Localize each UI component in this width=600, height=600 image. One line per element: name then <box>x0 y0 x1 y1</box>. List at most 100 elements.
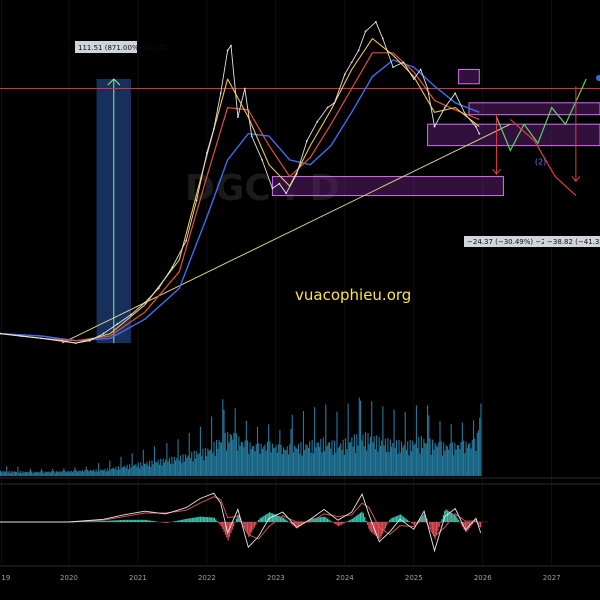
volume-bar <box>26 471 28 476</box>
volume-bar <box>142 449 144 476</box>
volume-bar <box>351 437 353 476</box>
price-point <box>230 44 232 47</box>
oscillator-bar <box>115 520 118 522</box>
volume-bar <box>198 453 200 476</box>
drop-labels: −24.37 (−30.49%) −2,437 −38.82 (−41.32%)… <box>464 236 600 247</box>
oscillator-bar <box>222 522 224 530</box>
watermark-text: vuacophieu.org <box>295 286 411 304</box>
drop-label-1-bg <box>464 236 570 247</box>
oscillator-bar <box>183 519 185 522</box>
price-point <box>412 78 415 80</box>
support-trendline <box>61 123 511 344</box>
volume-bar <box>314 407 316 476</box>
volume-bar <box>126 464 128 476</box>
edge-marker[interactable] <box>596 75 600 81</box>
volume-bar <box>148 460 151 476</box>
volume-bar <box>137 462 139 476</box>
volume-bar <box>218 440 220 476</box>
price-point <box>157 287 160 290</box>
oscillator-bar <box>357 514 359 522</box>
oscillator-bar <box>252 522 254 530</box>
volume-bar <box>19 471 21 476</box>
volume-bar <box>341 449 343 476</box>
volume-bar <box>425 443 427 476</box>
volume-bar <box>284 449 286 476</box>
oscillator-bar <box>353 517 355 522</box>
oscillator-bar <box>273 513 275 522</box>
oscillator-bar <box>274 514 276 522</box>
oscillator-bar <box>408 520 410 522</box>
volume-bar <box>361 440 363 476</box>
oscillator-bar <box>366 522 369 525</box>
volume-bar <box>42 471 44 476</box>
oscillator-bar <box>280 516 282 522</box>
volume-bar <box>68 471 70 476</box>
oscillator-bar <box>187 518 189 522</box>
price-point <box>195 199 198 202</box>
volume-bar <box>191 451 193 476</box>
volume-bar <box>275 445 277 476</box>
oscillator-bar <box>231 522 233 530</box>
volume-bar <box>242 442 244 476</box>
volume-bar <box>168 457 170 476</box>
price-point <box>61 339 63 342</box>
oscillator-bar <box>198 516 200 522</box>
volume-bar <box>443 442 445 476</box>
oscillator-bar <box>264 514 267 522</box>
oscillator-bar <box>384 522 387 529</box>
volume-bar <box>445 445 447 476</box>
oscillator-bar <box>271 513 273 522</box>
oscillator-bar <box>464 522 467 532</box>
measure-label-text: 111.51 (871.00%) 11,151 <box>78 44 168 52</box>
volume-bar <box>271 443 273 476</box>
oscillator-bar <box>388 520 391 522</box>
oscillator-bar <box>137 519 140 522</box>
volume-bar <box>468 444 470 476</box>
oscillator-bar <box>111 520 113 522</box>
price-point <box>116 323 119 325</box>
volume-bar <box>47 471 49 476</box>
oscillator-bar <box>299 522 301 527</box>
price-point <box>261 158 263 161</box>
oscillator-bar <box>103 520 105 522</box>
volume-bar <box>460 442 462 476</box>
oscillator-bar <box>295 522 297 528</box>
volume-bar <box>152 464 154 476</box>
oscillator-bar <box>422 515 424 522</box>
volume-bar <box>193 450 195 476</box>
volume-bar <box>131 453 133 476</box>
oscillator-bar <box>393 517 395 522</box>
volume-bar <box>300 441 302 476</box>
volume-bar <box>139 468 141 476</box>
oscillator-bar <box>204 516 206 522</box>
oscillator-bar <box>375 522 377 536</box>
volume-bar <box>405 449 408 476</box>
oscillator-bar <box>372 522 374 534</box>
volume-bar <box>33 471 35 476</box>
oscillator-bar <box>121 519 123 522</box>
volume-bar <box>252 446 254 476</box>
oscillator-bar <box>411 522 413 524</box>
volume-bar <box>89 470 91 476</box>
projection-red-line <box>509 118 577 197</box>
volume-bar <box>249 442 251 476</box>
oscillator-bar <box>442 515 444 522</box>
volume-bar <box>333 440 336 476</box>
volume-bar <box>371 401 373 476</box>
volume-bar <box>208 450 210 476</box>
projections <box>492 78 587 197</box>
volume-bar <box>101 469 103 476</box>
volume-bar <box>182 454 184 476</box>
price-point <box>464 113 467 116</box>
oscillator-bar <box>358 513 360 522</box>
price-point <box>0 332 1 335</box>
price-point <box>419 68 422 71</box>
volume-bar <box>389 439 391 476</box>
volume-bar <box>420 435 422 476</box>
oscillator-bar <box>249 522 251 535</box>
volume-bar <box>398 439 400 476</box>
oscillator-bar <box>365 520 367 522</box>
volume-bar <box>414 443 416 476</box>
price-point <box>433 125 436 128</box>
